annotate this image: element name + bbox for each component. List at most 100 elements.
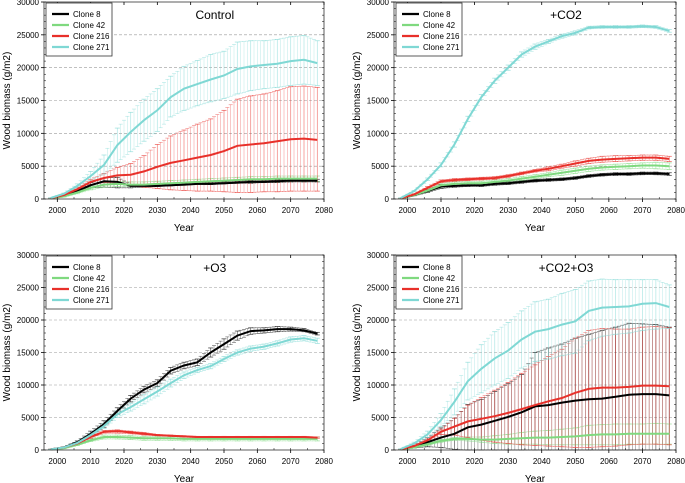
x-tick-label: 2000 (48, 206, 66, 215)
x-tick-label: 2070 (282, 457, 300, 466)
y-tick-label: 30000 (17, 0, 40, 7)
y-tick-label: 0 (385, 446, 390, 455)
y-tick-label: 10000 (367, 129, 390, 138)
y-tick-label: 15000 (367, 349, 390, 358)
series-line-clone-271 (50, 337, 318, 451)
series-line-clone-216 (400, 384, 670, 451)
panel-title: Control (195, 8, 234, 22)
legend-label: Clone 271 (73, 43, 110, 52)
y-tick-label: 15000 (17, 349, 40, 358)
x-tick-label: 2010 (432, 206, 450, 215)
y-tick-label: 5000 (21, 414, 39, 423)
y-tick-label: 20000 (17, 316, 40, 325)
series-line-clone-8 (400, 172, 670, 200)
y-tick-label: 30000 (367, 0, 390, 7)
x-axis-title: Year (525, 474, 546, 483)
x-tick-label: 2000 (48, 457, 66, 466)
legend-label: Clone 271 (423, 43, 460, 52)
x-tick-label: 2020 (115, 457, 133, 466)
y-tick-label: 10000 (17, 381, 40, 390)
y-tick-label: 25000 (367, 284, 390, 293)
x-tick-label: 2060 (248, 457, 266, 466)
legend-label: Clone 8 (423, 10, 451, 19)
series-line-clone-216 (50, 137, 318, 200)
x-tick-label: 2080 (667, 206, 685, 215)
x-tick-label: 2010 (82, 206, 100, 215)
y-tick-label: 15000 (367, 97, 390, 106)
series-line-clone-216 (50, 430, 318, 451)
legend: Clone 8 Clone 42 Clone 216 Clone 271 (45, 255, 113, 310)
panel-title: +CO2+O3 (539, 261, 594, 275)
x-tick-label: 2030 (148, 457, 166, 466)
x-tick-label: 2000 (399, 206, 417, 215)
series-line-clone-8 (400, 393, 670, 451)
series-line-clone-8 (50, 328, 318, 451)
series-line-clone-216 (400, 156, 670, 200)
y-tick-label: 25000 (367, 31, 390, 40)
x-tick-label: 2040 (182, 206, 200, 215)
y-tick-label: 5000 (21, 162, 39, 171)
legend: Clone 8 Clone 42 Clone 216 Clone 271 (395, 2, 463, 57)
x-tick-label: 2050 (215, 457, 233, 466)
y-tick-label: 0 (385, 195, 390, 204)
y-tick-label: 30000 (17, 251, 40, 260)
x-tick-label: 2020 (115, 206, 133, 215)
panel-control: 0 5000 10000 15000 20000 25000 30000 2000 2010 20… (2, 0, 333, 234)
legend-label: Clone 8 (73, 10, 101, 19)
y-axis-title: Wood biomass (g/m2) (2, 304, 13, 402)
y-tick-label: 0 (35, 446, 40, 455)
x-tick-label: 2030 (148, 206, 166, 215)
y-tick-label: 10000 (367, 381, 390, 390)
x-tick-label: 2020 (466, 457, 484, 466)
y-tick-label: 0 (35, 195, 40, 204)
y-tick-label: 5000 (371, 162, 389, 171)
panel-title: +CO2 (550, 8, 582, 22)
x-tick-label: 2050 (566, 206, 584, 215)
x-tick-label: 2050 (566, 457, 584, 466)
y-tick-label: 25000 (17, 31, 40, 40)
x-tick-label: 2070 (634, 457, 652, 466)
x-axis-title: Year (174, 223, 195, 234)
x-tick-label: 2060 (600, 457, 618, 466)
x-tick-label: 2060 (248, 206, 266, 215)
y-axis-title: Wood biomass (g/m2) (352, 52, 363, 150)
panel-co2-o3: 0 5000 10000 15000 20000 25000 30000 2000 2010 20… (352, 251, 685, 483)
series-line-clone-271 (400, 302, 670, 450)
legend: Clone 8 Clone 42 Clone 216 Clone 271 (45, 2, 113, 57)
x-tick-label: 2030 (499, 206, 517, 215)
series-line-clone-42 (400, 164, 670, 200)
panel-o3: 0 5000 10000 15000 20000 25000 30000 2000 2010 20… (2, 251, 333, 483)
legend-label: Clone 216 (73, 285, 110, 294)
legend-label: Clone 42 (73, 274, 106, 283)
x-tick-label: 2050 (215, 206, 233, 215)
x-tick-label: 2070 (634, 206, 652, 215)
x-tick-label: 2080 (315, 457, 333, 466)
x-tick-label: 2010 (432, 457, 450, 466)
y-tick-label: 25000 (17, 284, 40, 293)
y-tick-label: 10000 (17, 129, 40, 138)
legend-label: Clone 42 (423, 274, 456, 283)
legend-label: Clone 216 (423, 32, 460, 41)
legend-label: Clone 42 (73, 21, 106, 30)
x-tick-label: 2040 (182, 457, 200, 466)
series-line-clone-8 (50, 179, 318, 200)
x-tick-label: 2080 (667, 457, 685, 466)
y-axis-title: Wood biomass (g/m2) (2, 52, 13, 150)
legend-label: Clone 216 (423, 285, 460, 294)
x-tick-label: 2010 (82, 457, 100, 466)
series-line-clone-42 (50, 177, 318, 200)
x-tick-label: 2030 (499, 457, 517, 466)
series-line-clone-42 (400, 432, 670, 451)
legend-label: Clone 8 (73, 263, 101, 272)
series-line-clone-271 (50, 58, 318, 199)
y-tick-label: 20000 (367, 316, 390, 325)
x-axis-title: Year (525, 223, 546, 234)
series-line-clone-271 (400, 25, 670, 199)
y-tick-label: 20000 (17, 64, 40, 73)
x-axis-title: Year (174, 474, 195, 483)
legend: Clone 8 Clone 42 Clone 216 Clone 271 (395, 255, 463, 310)
x-tick-label: 2000 (399, 457, 417, 466)
y-axis-title: Wood biomass (g/m2) (352, 304, 363, 402)
legend-label: Clone 216 (73, 32, 110, 41)
